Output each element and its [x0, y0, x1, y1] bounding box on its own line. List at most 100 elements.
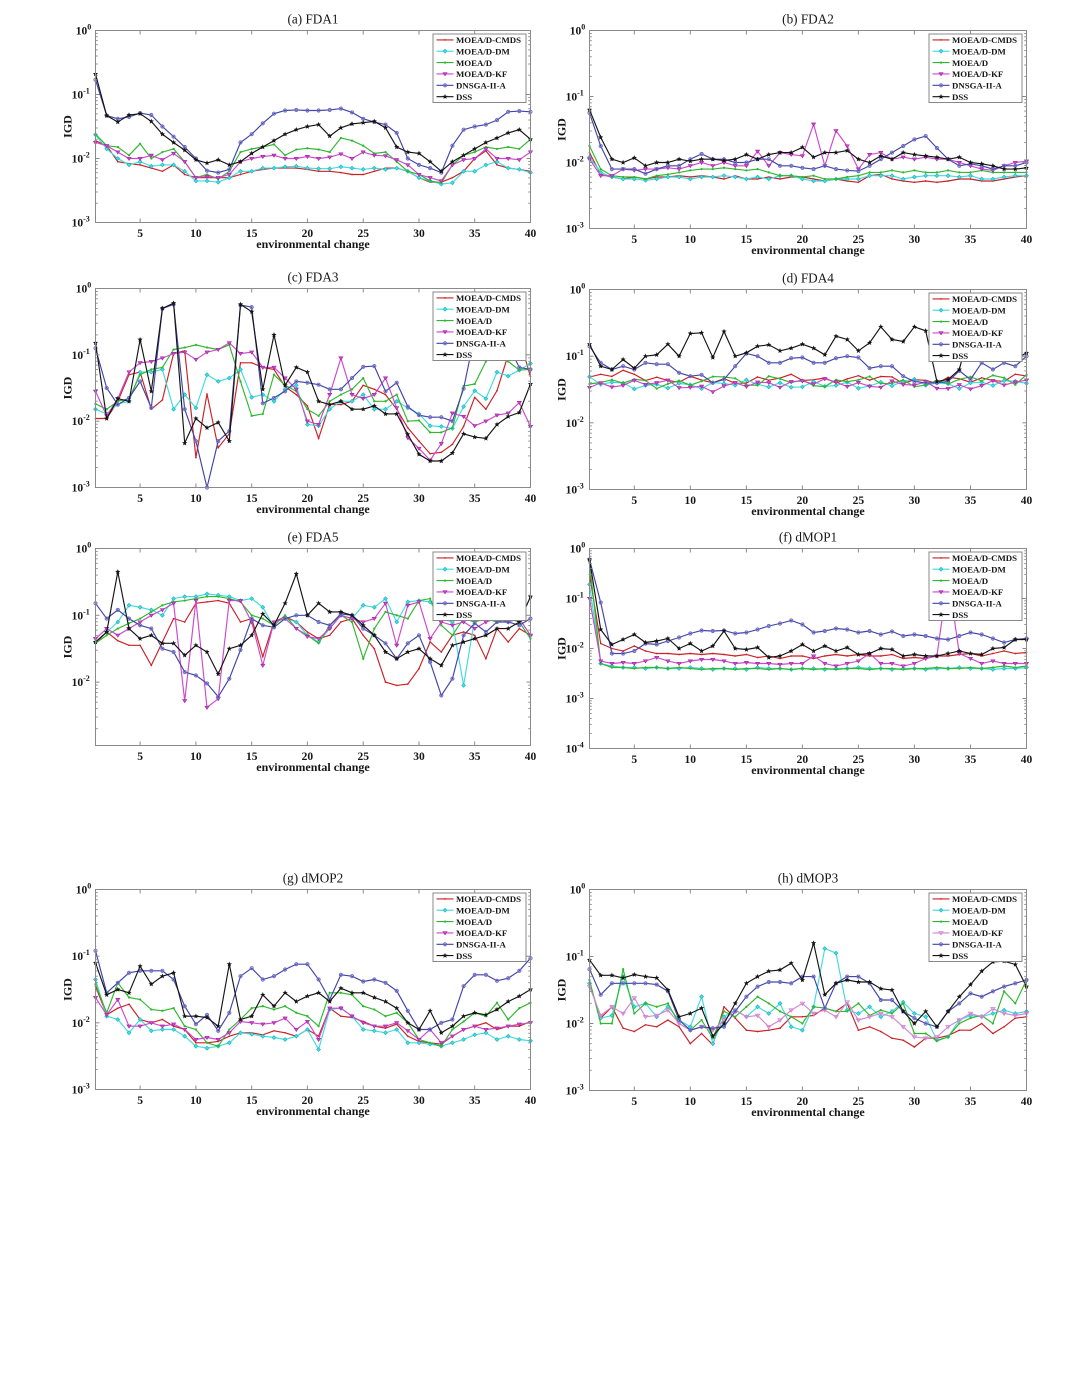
svg-text:30: 30 [909, 234, 921, 246]
svg-text:20: 20 [797, 754, 809, 766]
svg-text:15: 15 [246, 751, 258, 763]
svg-text:30: 30 [909, 1096, 921, 1108]
svg-text:10: 10 [685, 754, 697, 766]
svg-text:10: 10 [685, 495, 697, 507]
svg-text:DSS: DSS [952, 351, 968, 361]
svg-text:40: 40 [525, 1095, 537, 1107]
svg-text:(a) FDA1: (a) FDA1 [288, 12, 339, 27]
svg-text:IGD: IGD [555, 378, 569, 401]
svg-text:40: 40 [525, 751, 537, 763]
svg-text:(b) FDA2: (b) FDA2 [782, 12, 834, 27]
svg-text:MOEA/D-KF: MOEA/D-KF [456, 327, 507, 337]
svg-text:IGD: IGD [555, 637, 569, 660]
svg-text:25: 25 [357, 493, 369, 505]
svg-text:25: 25 [853, 754, 865, 766]
svg-text:35: 35 [965, 754, 977, 766]
svg-text:DNSGA-II-A: DNSGA-II-A [456, 599, 506, 609]
svg-text:35: 35 [469, 751, 481, 763]
svg-text:30: 30 [413, 1095, 425, 1107]
svg-text:25: 25 [357, 751, 369, 763]
svg-text:10: 10 [190, 751, 202, 763]
svg-text:MOEA/D-DM: MOEA/D-DM [456, 47, 510, 57]
svg-text:MOEA/D-KF: MOEA/D-KF [952, 69, 1003, 79]
svg-text:DSS: DSS [456, 92, 472, 102]
svg-text:20: 20 [302, 228, 314, 240]
svg-text:DSS: DSS [952, 92, 968, 102]
svg-text:15: 15 [741, 495, 753, 507]
svg-text:MOEA/D-CMDS: MOEA/D-CMDS [456, 553, 521, 563]
svg-text:DNSGA-II-A: DNSGA-II-A [952, 599, 1002, 609]
svg-text:DSS: DSS [952, 610, 968, 620]
svg-text:DNSGA-II-A: DNSGA-II-A [952, 340, 1002, 350]
svg-text:(h) dMOP3: (h) dMOP3 [778, 871, 839, 886]
svg-text:25: 25 [853, 495, 865, 507]
svg-text:20: 20 [302, 751, 314, 763]
svg-text:30: 30 [413, 751, 425, 763]
svg-text:20: 20 [797, 495, 809, 507]
svg-text:30: 30 [413, 493, 425, 505]
svg-text:15: 15 [246, 493, 258, 505]
svg-text:35: 35 [469, 1095, 481, 1107]
svg-text:DSS: DSS [456, 610, 472, 620]
svg-text:IGD: IGD [555, 978, 569, 1001]
svg-text:DNSGA-II-A: DNSGA-II-A [456, 339, 506, 349]
svg-text:5: 5 [137, 493, 143, 505]
svg-text:20: 20 [797, 234, 809, 246]
svg-text:MOEA/D: MOEA/D [456, 917, 492, 927]
svg-text:MOEA/D-KF: MOEA/D-KF [456, 928, 507, 938]
svg-text:DSS: DSS [456, 951, 472, 961]
svg-text:5: 5 [631, 1096, 637, 1108]
svg-text:5: 5 [631, 234, 637, 246]
svg-text:MOEA/D-CMDS: MOEA/D-CMDS [456, 293, 521, 303]
svg-text:IGD: IGD [61, 376, 75, 399]
svg-text:10: 10 [190, 228, 202, 240]
svg-text:MOEA/D-CMDS: MOEA/D-CMDS [456, 894, 521, 904]
svg-text:35: 35 [469, 493, 481, 505]
svg-text:DNSGA-II-A: DNSGA-II-A [952, 81, 1002, 91]
svg-text:MOEA/D-DM: MOEA/D-DM [952, 565, 1006, 575]
svg-text:environmental change: environmental change [751, 504, 865, 518]
svg-text:MOEA/D: MOEA/D [952, 58, 988, 68]
svg-text:35: 35 [965, 234, 977, 246]
svg-text:MOEA/D: MOEA/D [456, 316, 492, 326]
svg-text:IGD: IGD [61, 635, 75, 658]
svg-text:MOEA/D-KF: MOEA/D-KF [952, 928, 1003, 938]
svg-text:15: 15 [246, 1095, 258, 1107]
svg-text:30: 30 [413, 228, 425, 240]
svg-text:5: 5 [137, 751, 143, 763]
svg-text:15: 15 [741, 234, 753, 246]
svg-text:MOEA/D-CMDS: MOEA/D-CMDS [952, 894, 1017, 904]
svg-text:IGD: IGD [61, 978, 75, 1001]
svg-text:(c) FDA3: (c) FDA3 [288, 270, 339, 285]
svg-text:25: 25 [357, 228, 369, 240]
svg-text:10: 10 [190, 493, 202, 505]
svg-text:20: 20 [302, 1095, 314, 1107]
svg-text:15: 15 [246, 228, 258, 240]
svg-text:15: 15 [741, 1096, 753, 1108]
svg-text:MOEA/D-KF: MOEA/D-KF [456, 587, 507, 597]
svg-text:MOEA/D-CMDS: MOEA/D-CMDS [952, 553, 1017, 563]
svg-text:30: 30 [909, 495, 921, 507]
svg-text:MOEA/D-DM: MOEA/D-DM [952, 47, 1006, 57]
svg-text:(d) FDA4: (d) FDA4 [782, 271, 834, 286]
svg-text:5: 5 [137, 228, 143, 240]
svg-text:MOEA/D-CMDS: MOEA/D-CMDS [952, 294, 1017, 304]
svg-text:25: 25 [357, 1095, 369, 1107]
svg-text:MOEA/D-KF: MOEA/D-KF [456, 69, 507, 79]
svg-text:MOEA/D: MOEA/D [952, 576, 988, 586]
svg-text:MOEA/D-DM: MOEA/D-DM [456, 305, 510, 315]
svg-text:20: 20 [302, 493, 314, 505]
svg-text:35: 35 [469, 228, 481, 240]
svg-text:environmental change: environmental change [256, 502, 370, 516]
svg-text:DNSGA-II-A: DNSGA-II-A [952, 940, 1002, 950]
svg-text:5: 5 [631, 495, 637, 507]
svg-text:MOEA/D-DM: MOEA/D-DM [456, 906, 510, 916]
svg-text:environmental change: environmental change [256, 760, 370, 774]
svg-text:25: 25 [853, 1096, 865, 1108]
svg-text:MOEA/D: MOEA/D [456, 576, 492, 586]
svg-text:environmental change: environmental change [751, 763, 865, 777]
svg-text:MOEA/D-CMDS: MOEA/D-CMDS [456, 35, 521, 45]
svg-text:(f) dMOP1: (f) dMOP1 [779, 530, 837, 545]
svg-text:40: 40 [1021, 1096, 1033, 1108]
svg-text:environmental change: environmental change [751, 1105, 865, 1119]
